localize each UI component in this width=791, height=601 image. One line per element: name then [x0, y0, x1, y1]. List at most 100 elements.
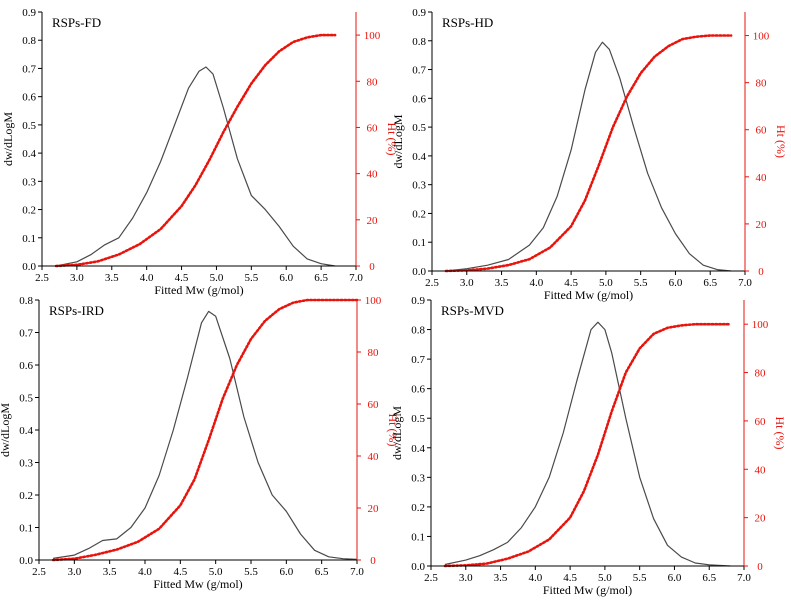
y-tick-label: 0.2 — [19, 490, 33, 502]
dw-dlogm-line — [445, 41, 732, 272]
x-tick-label: 2.5 — [32, 566, 46, 578]
x-tick-label: 3.5 — [495, 277, 509, 289]
ht-cumulative-line — [54, 33, 337, 268]
x-axis-title: Fitted Mw (g/mol) — [543, 583, 632, 597]
x-tick-label: 4.5 — [173, 566, 187, 578]
y2-tick-label: 40 — [367, 169, 379, 181]
x-tick-label: 6.5 — [703, 277, 717, 289]
dw-dlogm-line — [55, 66, 336, 267]
y-axis-title: dw/dLogM — [0, 403, 12, 457]
y-tick-label: 0.5 — [22, 120, 36, 132]
y-tick-label: 0.6 — [22, 92, 36, 104]
y2-tick-label: 100 — [365, 295, 382, 307]
y-tick-label: 0.8 — [412, 36, 426, 48]
y2-tick-label: 100 — [752, 319, 769, 331]
x-tick-label: 5.0 — [209, 566, 223, 578]
x-tick-label: 5.5 — [633, 572, 647, 584]
panel-rsps-mvd: 2.5 3.0 3.5 4.0 4.5 5.0 5.5 6.0 6.5 7.0 0.0 0.1 0.2 0… — [390, 295, 787, 597]
y2-tick-label: 80 — [756, 78, 768, 90]
x-tick-label: 4.5 — [563, 572, 577, 584]
panel-title: RSPs-MVD — [441, 303, 504, 318]
y-tick-label: 0.9 — [412, 7, 426, 19]
y-tick-label: 0.4 — [22, 148, 36, 160]
panel-rsps-hd: 2.5 3.0 3.5 4.0 4.5 5.0 5.5 6.0 6.5 7.0 0.0 0.1 0.2 0… — [391, 7, 788, 302]
panel-title: RSPs-HD — [442, 15, 493, 30]
x-tick-label: 4.0 — [140, 272, 154, 284]
x-tick-label: 3.0 — [67, 566, 81, 578]
y-tick-label: 0.7 — [19, 328, 33, 340]
y-tick-label: 0.0 — [19, 555, 33, 567]
y-tick-label: 0.0 — [412, 266, 426, 278]
y2-tick-label: 80 — [368, 347, 380, 359]
y2-axis-title: Ht (%) — [773, 417, 787, 450]
y-tick-label: 0.6 — [411, 384, 425, 396]
y-tick-label: 0.7 — [411, 354, 425, 366]
x-axis-title: Fitted Mw (g/mol) — [544, 288, 633, 302]
x-axis-title: Fitted Mw (g/mol) — [154, 283, 243, 297]
y-tick-label: 0.1 — [412, 237, 426, 249]
x-tick-label: 7.0 — [349, 272, 363, 284]
x-tick-label: 4.0 — [529, 277, 543, 289]
x-tick-label: 6.5 — [314, 272, 328, 284]
x-tick-label: 6.0 — [279, 272, 293, 284]
y-tick-label: 0.3 — [22, 176, 36, 188]
y2-tick-label: 80 — [367, 76, 379, 88]
y2-tick-label: 100 — [753, 31, 770, 43]
panel-rsps-ird: 2.5 3.0 3.5 4.0 4.5 5.0 5.5 6.0 6.5 7.0 0.0 0.1 0.2 0… — [0, 295, 400, 591]
dw-dlogm-line — [444, 321, 731, 567]
x-tick-label: 5.5 — [244, 272, 258, 284]
y-tick-label: 0.2 — [412, 208, 426, 220]
y2-tick-label: 100 — [364, 30, 381, 42]
y-tick-label: 0.4 — [411, 443, 425, 455]
y-tick-label: 0.6 — [412, 93, 426, 105]
y2-tick-label: 40 — [756, 172, 768, 184]
y2-tick-label: 60 — [368, 399, 380, 411]
x-tick-label: 4.5 — [564, 277, 578, 289]
x-tick-label: 3.0 — [459, 572, 473, 584]
ht-cumulative-line — [444, 34, 733, 273]
y-tick-label: 0.6 — [19, 360, 33, 372]
y-tick-label: 0.8 — [411, 325, 425, 337]
y2-axis-title: Ht (%) — [385, 123, 399, 156]
y2-tick-label: 40 — [368, 451, 380, 463]
y-tick-label: 0.5 — [412, 122, 426, 134]
y-tick-label: 0.5 — [411, 413, 425, 425]
y-tick-label: 0.3 — [412, 180, 426, 192]
x-tick-label: 3.5 — [105, 272, 119, 284]
y-tick-label: 0.7 — [22, 63, 36, 75]
y-tick-label: 0.0 — [22, 261, 36, 273]
panel-title: RSPs-FD — [52, 15, 101, 30]
y-tick-label: 0.1 — [19, 523, 33, 535]
x-tick-label: 4.0 — [528, 572, 542, 584]
y-tick-label: 0.3 — [19, 458, 33, 470]
x-tick-label: 2.5 — [425, 277, 439, 289]
x-tick-label: 3.0 — [70, 272, 84, 284]
x-tick-label: 7.0 — [737, 572, 751, 584]
y2-tick-label: 80 — [755, 368, 767, 380]
panel-rsps-fd: 2.5 3.0 3.5 4.0 4.5 5.0 5.5 6.0 6.5 7.0 0.0 0.1 0.2 0… — [1, 7, 399, 297]
y-tick-label: 0.2 — [411, 502, 425, 514]
y2-tick-label: 20 — [367, 215, 379, 227]
y2-tick-label: 40 — [755, 464, 767, 476]
x-tick-label: 6.0 — [279, 566, 293, 578]
x-tick-label: 5.0 — [598, 572, 612, 584]
x-tick-label: 2.5 — [35, 272, 49, 284]
dw-dlogm-line — [53, 310, 358, 560]
y2-tick-label: 60 — [755, 416, 767, 428]
y-tick-label: 0.5 — [19, 393, 33, 405]
x-tick-label: 6.0 — [669, 277, 683, 289]
y-tick-label: 0.2 — [22, 205, 36, 217]
x-tick-label: 5.5 — [634, 277, 648, 289]
ht-cumulative-line — [51, 298, 359, 562]
x-tick-label: 4.0 — [138, 566, 152, 578]
y2-tick-label: 0 — [758, 266, 764, 278]
y-axis-title: dw/dLogM — [391, 114, 405, 168]
y2-tick-label: 20 — [755, 513, 767, 525]
x-tick-label: 5.0 — [210, 272, 224, 284]
x-tick-label: 6.0 — [668, 572, 682, 584]
y2-tick-label: 60 — [367, 122, 379, 134]
y-tick-label: 0.9 — [411, 295, 425, 307]
y2-axis-title: Ht (%) — [386, 414, 400, 447]
x-tick-label: 3.0 — [460, 277, 474, 289]
x-tick-label: 4.5 — [175, 272, 189, 284]
